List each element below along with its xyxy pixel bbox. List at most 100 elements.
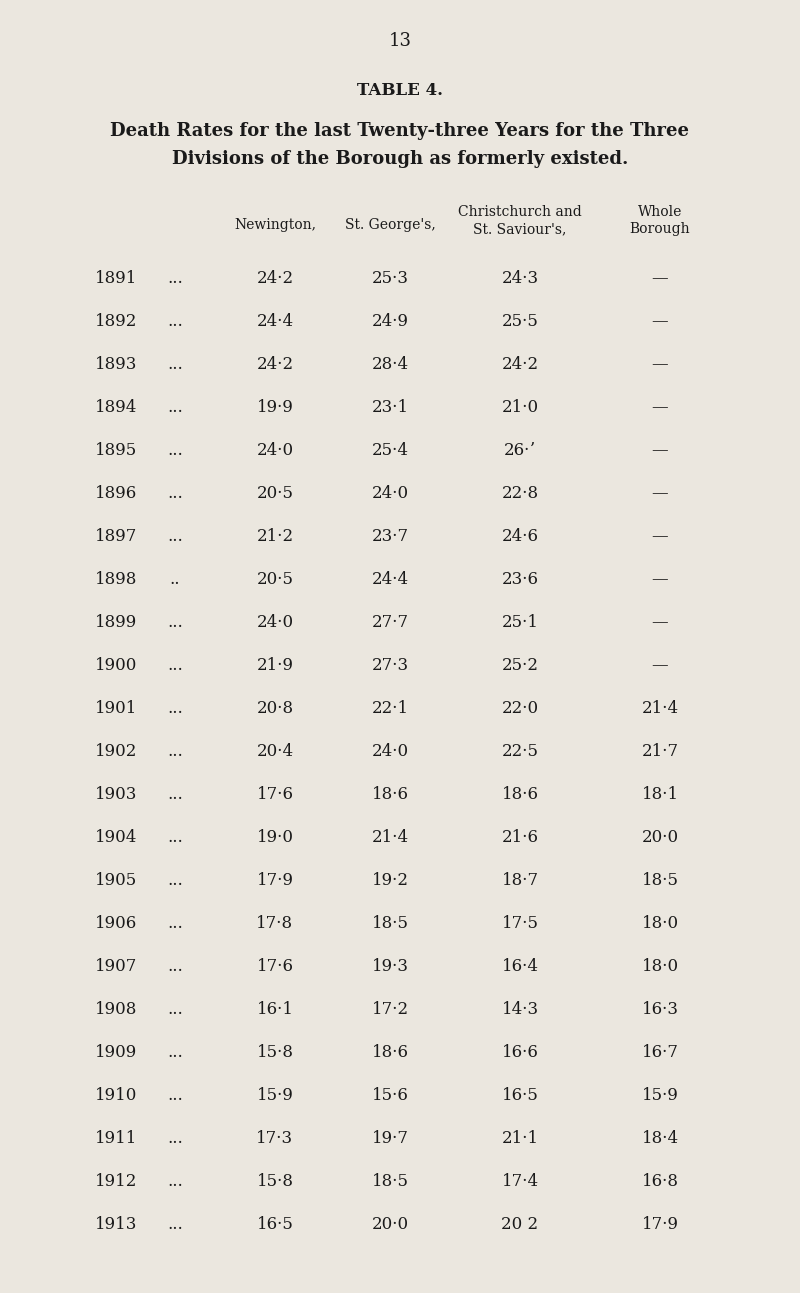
Text: 1904: 1904: [95, 829, 138, 846]
Text: Christchurch and: Christchurch and: [458, 206, 582, 219]
Text: 21·4: 21·4: [642, 700, 678, 718]
Text: 1900: 1900: [95, 657, 138, 674]
Text: 27·3: 27·3: [371, 657, 409, 674]
Text: 18·1: 18·1: [642, 786, 678, 803]
Text: ...: ...: [167, 1087, 183, 1104]
Text: ...: ...: [167, 958, 183, 975]
Text: 20·5: 20·5: [257, 485, 294, 502]
Text: 24·0: 24·0: [257, 614, 294, 631]
Text: 15·8: 15·8: [257, 1043, 294, 1062]
Text: 17·8: 17·8: [257, 915, 294, 932]
Text: 16·7: 16·7: [642, 1043, 678, 1062]
Text: 25·4: 25·4: [371, 442, 409, 459]
Text: 26·ʼ: 26·ʼ: [504, 442, 536, 459]
Text: 17·5: 17·5: [502, 915, 538, 932]
Text: 19·9: 19·9: [257, 400, 294, 416]
Text: 21·6: 21·6: [502, 829, 538, 846]
Text: 21·1: 21·1: [502, 1130, 538, 1147]
Text: 17·4: 17·4: [502, 1173, 538, 1190]
Text: 20·8: 20·8: [257, 700, 294, 718]
Text: 1913: 1913: [95, 1215, 138, 1234]
Text: 1907: 1907: [95, 958, 138, 975]
Text: 27·7: 27·7: [371, 614, 409, 631]
Text: —: —: [652, 442, 668, 459]
Text: ...: ...: [167, 700, 183, 718]
Text: 23·7: 23·7: [371, 528, 409, 546]
Text: 22·1: 22·1: [371, 700, 409, 718]
Text: Newington,: Newington,: [234, 219, 316, 231]
Text: Death Rates for the last Twenty-three Years for the Three: Death Rates for the last Twenty-three Ye…: [110, 122, 690, 140]
Text: ...: ...: [167, 270, 183, 287]
Text: 16·8: 16·8: [642, 1173, 678, 1190]
Text: 1905: 1905: [95, 871, 138, 890]
Text: 25·1: 25·1: [502, 614, 538, 631]
Text: 1897: 1897: [95, 528, 138, 546]
Text: 18·5: 18·5: [642, 871, 678, 890]
Text: 24·2: 24·2: [257, 356, 294, 372]
Text: 1895: 1895: [95, 442, 138, 459]
Text: 17·9: 17·9: [257, 871, 294, 890]
Text: ...: ...: [167, 485, 183, 502]
Text: 20 2: 20 2: [502, 1215, 538, 1234]
Text: ...: ...: [167, 915, 183, 932]
Text: Borough: Borough: [630, 222, 690, 237]
Text: 24·4: 24·4: [257, 313, 294, 330]
Text: 17·3: 17·3: [257, 1130, 294, 1147]
Text: 15·9: 15·9: [642, 1087, 678, 1104]
Text: 20·4: 20·4: [257, 743, 294, 760]
Text: 21·9: 21·9: [257, 657, 294, 674]
Text: 25·3: 25·3: [371, 270, 409, 287]
Text: 15·9: 15·9: [257, 1087, 294, 1104]
Text: ...: ...: [167, 356, 183, 372]
Text: 1909: 1909: [95, 1043, 138, 1062]
Text: 16·4: 16·4: [502, 958, 538, 975]
Text: 17·9: 17·9: [642, 1215, 678, 1234]
Text: 20·0: 20·0: [642, 829, 678, 846]
Text: ...: ...: [167, 442, 183, 459]
Text: 19·0: 19·0: [257, 829, 294, 846]
Text: 20·5: 20·5: [257, 572, 294, 588]
Text: 28·4: 28·4: [371, 356, 409, 372]
Text: 20·0: 20·0: [371, 1215, 409, 1234]
Text: 1910: 1910: [95, 1087, 138, 1104]
Text: 18·6: 18·6: [502, 786, 538, 803]
Text: —: —: [652, 356, 668, 372]
Text: —: —: [652, 485, 668, 502]
Text: ...: ...: [167, 657, 183, 674]
Text: 18·4: 18·4: [642, 1130, 678, 1147]
Text: 24·6: 24·6: [502, 528, 538, 546]
Text: ...: ...: [167, 786, 183, 803]
Text: 15·8: 15·8: [257, 1173, 294, 1190]
Text: 21·4: 21·4: [371, 829, 409, 846]
Text: ...: ...: [167, 1173, 183, 1190]
Text: ...: ...: [167, 743, 183, 760]
Text: 1908: 1908: [95, 1001, 138, 1018]
Text: 22·8: 22·8: [502, 485, 538, 502]
Text: 17·2: 17·2: [371, 1001, 409, 1018]
Text: Divisions of the Borough as formerly existed.: Divisions of the Borough as formerly exi…: [172, 150, 628, 168]
Text: Whole: Whole: [638, 206, 682, 219]
Text: 1903: 1903: [95, 786, 138, 803]
Text: ...: ...: [167, 1215, 183, 1234]
Text: TABLE 4.: TABLE 4.: [357, 81, 443, 100]
Text: 22·5: 22·5: [502, 743, 538, 760]
Text: 19·2: 19·2: [371, 871, 409, 890]
Text: 22·0: 22·0: [502, 700, 538, 718]
Text: —: —: [652, 313, 668, 330]
Text: 1906: 1906: [95, 915, 138, 932]
Text: 1898: 1898: [95, 572, 138, 588]
Text: 18·5: 18·5: [371, 915, 409, 932]
Text: 1902: 1902: [95, 743, 138, 760]
Text: St. George's,: St. George's,: [345, 219, 435, 231]
Text: 24·0: 24·0: [371, 485, 409, 502]
Text: 24·0: 24·0: [371, 743, 409, 760]
Text: 1891: 1891: [95, 270, 138, 287]
Text: 16·6: 16·6: [502, 1043, 538, 1062]
Text: 18·0: 18·0: [642, 915, 678, 932]
Text: 15·6: 15·6: [371, 1087, 409, 1104]
Text: 18·5: 18·5: [371, 1173, 409, 1190]
Text: —: —: [652, 657, 668, 674]
Text: 21·7: 21·7: [642, 743, 678, 760]
Text: 17·6: 17·6: [257, 958, 294, 975]
Text: 1899: 1899: [95, 614, 138, 631]
